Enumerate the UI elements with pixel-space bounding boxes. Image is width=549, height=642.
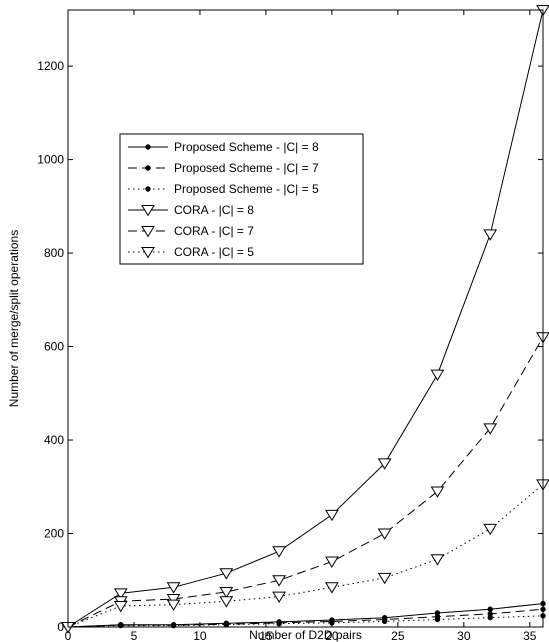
x-tick-label: 10 bbox=[193, 629, 207, 642]
legend-marker bbox=[141, 226, 155, 238]
x-tick-label: 25 bbox=[391, 629, 405, 642]
legend-label: CORA - |C| = 8 bbox=[174, 203, 254, 217]
data-point bbox=[219, 586, 234, 599]
ticks-layer: 0 5 10 15 20 25 30 35 0 200 400 600 800 1000 1200 bbox=[37, 10, 543, 642]
series-6 bbox=[61, 479, 549, 634]
data-point bbox=[113, 588, 128, 600]
y-tick-label: 600 bbox=[44, 340, 64, 354]
data-point bbox=[483, 229, 498, 241]
legend-entry: CORA - |C| = 5 bbox=[128, 245, 254, 259]
data-point bbox=[430, 554, 445, 566]
x-tick-label: 15 bbox=[259, 629, 273, 642]
x-axis-label: Number of D2D pairs bbox=[249, 628, 362, 642]
y-tick-label: 200 bbox=[44, 527, 64, 541]
legend-marker bbox=[145, 186, 151, 192]
legend-entry: CORA - |C| = 8 bbox=[128, 203, 254, 217]
data-point bbox=[223, 621, 230, 628]
data-point bbox=[272, 575, 286, 587]
data-point bbox=[483, 523, 498, 536]
plot-frame bbox=[67, 9, 544, 628]
y-tick-label: 1000 bbox=[37, 153, 64, 167]
data-point bbox=[166, 599, 181, 611]
legend-marker bbox=[141, 205, 155, 217]
series-line bbox=[67, 336, 544, 628]
series-1 bbox=[65, 600, 546, 630]
legend-marker bbox=[145, 165, 151, 171]
legend-entry: CORA - |C| = 7 bbox=[128, 224, 254, 238]
legend-label: Proposed Scheme - |C| = 5 bbox=[174, 182, 319, 196]
data-point bbox=[325, 556, 339, 568]
legend-box bbox=[119, 133, 364, 265]
x-tick-label: 35 bbox=[523, 629, 537, 642]
series-5 bbox=[61, 332, 549, 634]
data-point bbox=[272, 591, 286, 603]
x-tick-label: 30 bbox=[457, 629, 471, 642]
data-point bbox=[377, 528, 392, 540]
y-tick-label: 400 bbox=[44, 433, 64, 447]
legend-label: CORA - |C| = 7 bbox=[174, 224, 254, 238]
series-4 bbox=[61, 5, 549, 634]
data-point bbox=[325, 582, 339, 594]
series-layer bbox=[61, 5, 549, 634]
series-line bbox=[67, 608, 544, 628]
legend-marker bbox=[145, 144, 151, 150]
legend-entry: Proposed Scheme - |C| = 7 bbox=[128, 161, 319, 175]
y-axis-label: Number of merge/split operations bbox=[7, 230, 21, 407]
data-point bbox=[483, 423, 498, 435]
data-point bbox=[430, 486, 445, 498]
legend-entry: Proposed Scheme - |C| = 8 bbox=[128, 140, 319, 154]
data-point bbox=[377, 572, 392, 585]
x-tick-label: 20 bbox=[325, 629, 339, 642]
y-tick-label: 800 bbox=[44, 246, 64, 260]
data-point bbox=[272, 546, 286, 558]
data-point bbox=[166, 582, 181, 594]
legend-label: Proposed Scheme - |C| = 7 bbox=[174, 161, 319, 175]
data-point bbox=[113, 600, 128, 613]
legend-marker bbox=[141, 247, 155, 259]
legend-entry: Proposed Scheme - |C| = 5 bbox=[128, 182, 319, 196]
data-point bbox=[381, 618, 388, 625]
data-point bbox=[377, 458, 392, 470]
series-line bbox=[67, 484, 544, 628]
series-line bbox=[67, 9, 544, 628]
data-point bbox=[487, 614, 493, 621]
data-point bbox=[276, 621, 282, 627]
data-point bbox=[325, 509, 339, 522]
series-line bbox=[67, 615, 544, 628]
data-point bbox=[487, 606, 493, 612]
x-tick-label: 0 bbox=[65, 629, 72, 642]
legend: Proposed Scheme - |C| = 8 Proposed Scheme… bbox=[119, 133, 364, 265]
legend-label: CORA - |C| = 5 bbox=[174, 245, 254, 259]
x-tick-label: 5 bbox=[131, 629, 138, 642]
y-tick-label: 1200 bbox=[37, 59, 64, 73]
data-point bbox=[219, 596, 234, 608]
series-line bbox=[67, 603, 544, 628]
data-point bbox=[434, 616, 441, 623]
data-point bbox=[166, 593, 181, 606]
y-tick-label: 0 bbox=[57, 620, 64, 634]
legend-label: Proposed Scheme - |C| = 8 bbox=[174, 140, 319, 154]
data-point bbox=[430, 369, 445, 381]
data-point bbox=[219, 568, 234, 580]
